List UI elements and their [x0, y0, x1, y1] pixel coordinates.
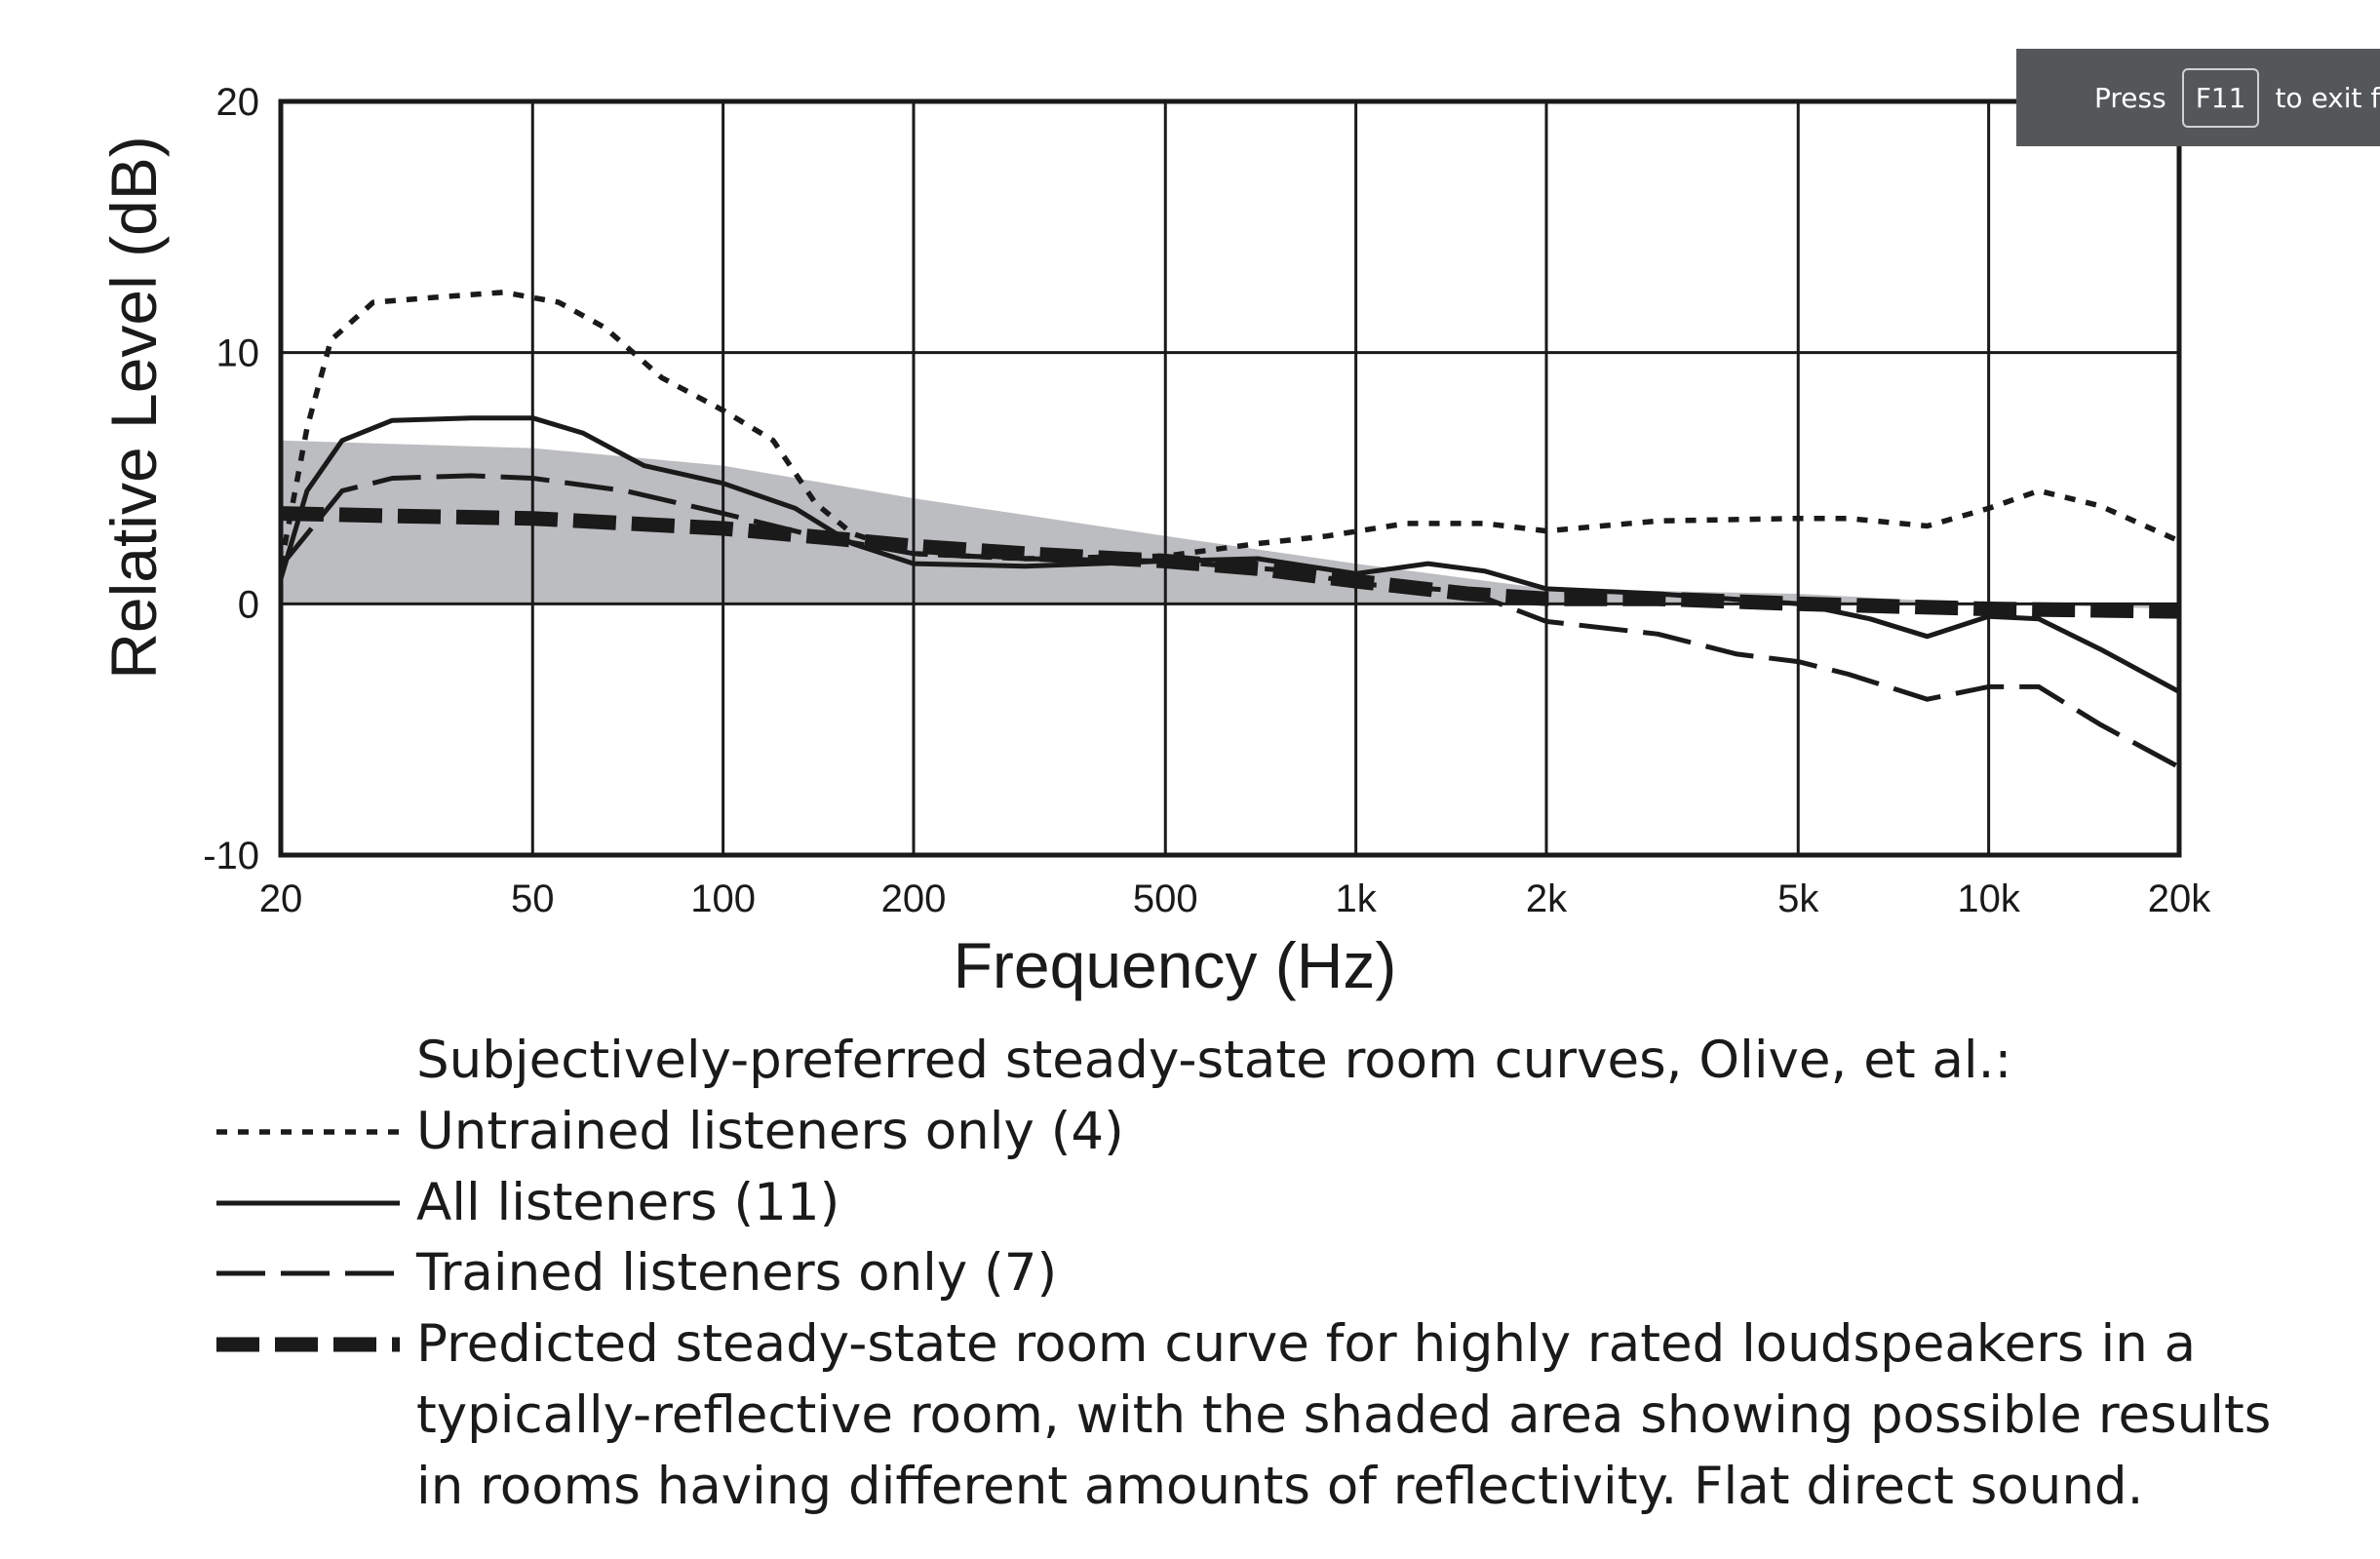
y-tick-label: 0 [238, 583, 259, 626]
x-axis-title: Frequency (Hz) [954, 929, 1397, 1001]
f11-key-badge: F11 [2181, 67, 2260, 128]
legend-label: Trained listeners only (7) [415, 1243, 1057, 1303]
x-tick-label: 10k [1957, 877, 2020, 920]
plot-frame [278, 98, 2182, 858]
exit-fullscreen-message: to exit full screen [2275, 81, 2380, 114]
series-layer [278, 290, 2182, 769]
x-tick-label: 50 [511, 877, 555, 920]
x-tick-label: 1k [1336, 877, 1378, 920]
legend: Subjectively-preferred steady-state room… [216, 1031, 2271, 1516]
x-tick-label: 200 [881, 877, 947, 920]
y-tick-label: 10 [216, 332, 260, 375]
legend-label-continuation: typically-reflective room, with the shad… [416, 1385, 2271, 1445]
y-tick-label: -10 [203, 835, 259, 877]
legend-title: Subjectively-preferred steady-state room… [416, 1031, 2011, 1090]
x-tick-label: 500 [1133, 877, 1198, 920]
y-axis-title: Relative Level (dB) [98, 136, 170, 680]
legend-label: All listeners (11) [416, 1173, 839, 1232]
press-label: Press [2094, 81, 2166, 114]
x-tick-label: 20k [2148, 877, 2211, 920]
x-tick-label: 5k [1777, 877, 1819, 920]
shaded-reflectivity-area [281, 440, 2179, 609]
series-line-long-dash [279, 473, 2181, 769]
legend-label: Predicted steady-state room curve for hi… [416, 1314, 2196, 1374]
y-tick-label: 20 [216, 81, 260, 124]
shaded-area-layer [281, 440, 2179, 609]
fullscreen-exit-notice: Press F11 to exit full screen [2016, 49, 2380, 146]
x-tick-label: 100 [690, 877, 756, 920]
x-tick-label: 2k [1526, 877, 1568, 920]
legend-label: Untrained listeners only (4) [416, 1102, 1124, 1161]
x-tick-label: 20 [259, 877, 303, 920]
legend-label-continuation: in rooms having different amounts of ref… [416, 1457, 2143, 1516]
